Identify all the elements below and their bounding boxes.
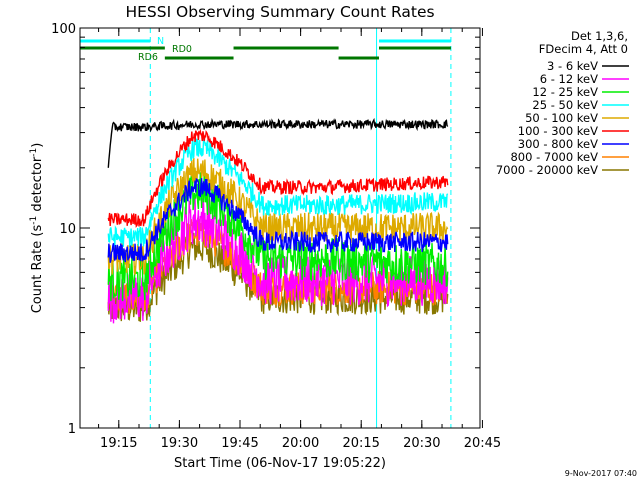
series-line-4 — [107, 138, 449, 248]
flag-label-rd6: RD6 — [138, 52, 158, 63]
x-tick-label-6: 20:45 — [464, 436, 501, 451]
chart-title: HESSI Observing Summary Count Rates — [125, 3, 434, 21]
timestamp: 9-Nov-2017 07:40 — [565, 469, 637, 478]
legend-label-5: 50 - 100 keV — [525, 111, 598, 125]
legend-label-3: 12 - 25 keV — [532, 85, 598, 99]
legend-label-1: 3 - 6 keV — [547, 59, 598, 73]
y-axis-label: Count Rate (s-1 detector-1) — [29, 143, 45, 314]
series-line-5 — [107, 157, 449, 275]
legend-header-line-1: Det 1,3,6, — [571, 29, 628, 43]
y-tick-label-2: 100 — [51, 22, 76, 37]
x-tick-label-2: 19:45 — [221, 436, 258, 451]
x-tick-label-0: 19:15 — [100, 436, 137, 451]
x-tick-label-4: 20:15 — [342, 436, 379, 451]
y-tick-label-1: 10 — [59, 222, 76, 237]
legend-label-7: 300 - 800 keV — [518, 137, 598, 151]
legend-label-6: 100 - 300 keV — [518, 124, 598, 138]
legend-label-2: 6 - 12 keV — [540, 72, 598, 86]
series-line-7 — [107, 177, 449, 263]
flag-label-rd0: RD0 — [172, 44, 192, 55]
series-line-3 — [107, 172, 449, 302]
series-line-1 — [107, 117, 449, 168]
x-tick-label-1: 19:30 — [161, 436, 198, 451]
flag-label-n: N — [157, 36, 164, 47]
series-line-6 — [107, 128, 449, 228]
x-tick-label-3: 20:00 — [282, 436, 319, 451]
legend-label-9: 7000 - 20000 keV — [496, 163, 598, 177]
legend-label-4: 25 - 50 keV — [532, 98, 598, 112]
x-tick-label-5: 20:30 — [403, 436, 440, 451]
legend-label-8: 800 - 7000 keV — [510, 150, 598, 164]
x-axis-label: Start Time (06-Nov-17 19:05:22) — [174, 456, 386, 471]
legend-header-line-2: FDecim 4, Att 0 — [539, 42, 628, 56]
y-tick-label-0: 1 — [68, 422, 76, 437]
